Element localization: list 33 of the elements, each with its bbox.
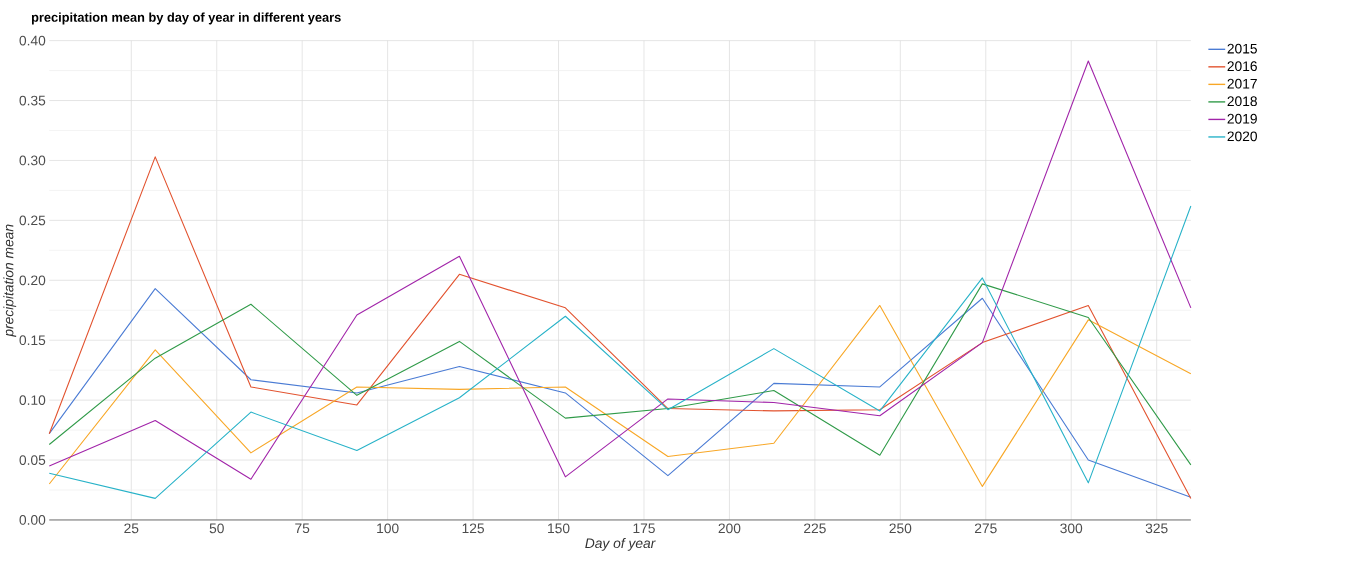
x-tick-label: 50 — [209, 523, 224, 534]
x-tick-label: 300 — [1060, 523, 1083, 534]
x-tick-label: 200 — [718, 523, 741, 534]
x-tick-label: 275 — [974, 523, 997, 534]
legend-label: 2016 — [1227, 61, 1257, 72]
y-tick-label: 0.05 — [19, 455, 46, 465]
line-series — [48, 60, 1192, 480]
x-tick-label: 325 — [1145, 523, 1168, 534]
y-tick-label: 0.15 — [19, 335, 46, 346]
legend-label: 2017 — [1227, 78, 1257, 89]
line-series — [48, 283, 1192, 466]
x-axis-title: Day of year — [585, 537, 656, 551]
legend-label: 2019 — [1227, 113, 1257, 124]
y-tick-label: 0.10 — [19, 395, 46, 405]
x-tick-label: 75 — [295, 523, 310, 534]
y-axis-title: precipitation mean — [3, 224, 17, 337]
x-tick-label: 250 — [889, 523, 912, 534]
legend-label: 2015 — [1227, 43, 1257, 54]
y-tick-label: 0.25 — [19, 215, 46, 226]
y-tick-label: 0.20 — [19, 275, 46, 286]
y-tick-label: 0.40 — [19, 35, 46, 46]
y-tick-label: 0.30 — [19, 155, 46, 166]
x-tick-label: 175 — [633, 523, 655, 534]
legend-label: 2018 — [1227, 96, 1257, 107]
x-tick-label: 150 — [548, 523, 570, 534]
x-tick-label: 225 — [804, 523, 826, 534]
x-tick-label: 25 — [124, 523, 139, 534]
y-tick-label: 0.35 — [19, 95, 46, 106]
x-tick-label: 100 — [377, 523, 399, 534]
x-tick-label: 125 — [462, 523, 484, 534]
chart-title: precipitation mean by day of year in different years — [31, 12, 341, 25]
y-tick-label: 0.00 — [19, 515, 46, 525]
legend-label: 2020 — [1227, 131, 1257, 142]
